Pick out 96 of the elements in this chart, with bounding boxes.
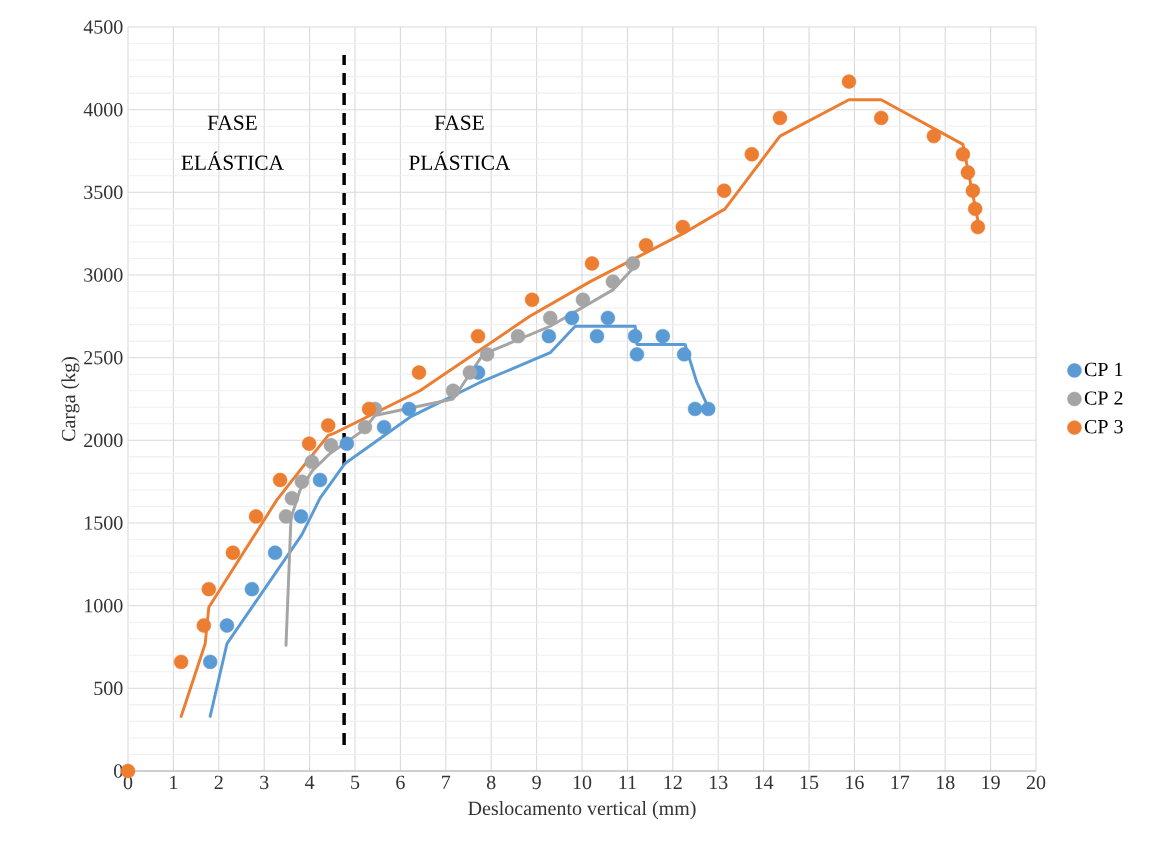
point (965, 183, 981, 198)
point (401, 401, 417, 417)
x-tick-label: 7 (442, 775, 451, 789)
point (272, 472, 288, 488)
y-tick-label: 3000 (84, 268, 123, 282)
point (411, 365, 427, 380)
point (339, 436, 355, 451)
point (605, 274, 621, 289)
point (225, 545, 241, 560)
x-tick-label: 9 (532, 775, 541, 790)
point (841, 74, 857, 89)
y-tick-label: 4500 (83, 20, 123, 34)
point (445, 383, 461, 398)
y-tick-label: 0 (114, 764, 123, 778)
point (960, 165, 976, 180)
x-tick-label: 16 (846, 775, 864, 790)
y-tick-label: 1000 (85, 598, 123, 613)
point (638, 238, 654, 253)
y-tick-label: 1500 (85, 516, 123, 530)
point (301, 436, 317, 451)
point (304, 454, 320, 470)
point (202, 654, 218, 670)
point (267, 545, 283, 560)
point (627, 328, 643, 344)
x-tick-label: 8 (486, 775, 496, 790)
point (323, 438, 339, 453)
point (376, 419, 392, 435)
point (321, 418, 336, 433)
x-axis-title: Deslocamento vertical (mm) (468, 801, 696, 820)
point (248, 509, 264, 524)
point (543, 310, 558, 326)
annotation: FASE ELÁSTICA (181, 115, 284, 170)
x-tick-label: 12 (664, 775, 682, 789)
x-tick-label: 2 (214, 775, 223, 789)
point (294, 474, 310, 489)
point (675, 219, 690, 235)
point (462, 365, 478, 380)
point (676, 347, 692, 362)
point (278, 509, 294, 524)
point (625, 256, 641, 271)
point (293, 509, 309, 524)
x-tick-label: 1 (170, 775, 178, 789)
point (701, 401, 716, 417)
point (357, 419, 373, 435)
point (524, 292, 540, 307)
point (173, 654, 189, 670)
x-tick-label: 19 (982, 775, 1000, 790)
point (772, 110, 788, 126)
point (244, 581, 260, 597)
point (873, 110, 889, 126)
point (655, 328, 671, 344)
point (589, 328, 605, 344)
x-tick-label: 17 (891, 775, 910, 789)
x-tick-label: 14 (755, 775, 774, 789)
point (564, 310, 580, 326)
point (970, 219, 986, 235)
point (201, 581, 217, 597)
point (219, 618, 235, 633)
point (575, 292, 591, 307)
point (584, 256, 600, 271)
x-tick-label: 3 (260, 775, 269, 790)
y-tick-label: 3500 (84, 185, 123, 200)
point (687, 401, 703, 417)
x-tick-label: 4 (305, 775, 315, 789)
point (541, 328, 557, 344)
point (926, 128, 942, 144)
x-tick-label: 6 (396, 775, 405, 790)
x-tick-label: 15 (800, 775, 819, 790)
point (312, 472, 328, 488)
point (196, 618, 212, 633)
point (361, 401, 377, 417)
legend-label: CP 2 (1084, 391, 1123, 405)
x-tick-label: 20 (1026, 775, 1046, 790)
y-tick-label: 4000 (83, 102, 123, 117)
y-tick-label: 2000 (84, 433, 123, 448)
legend-label: CP 3 (1084, 419, 1123, 434)
y-axis-title: Carga (kg) (61, 357, 80, 442)
point (470, 328, 486, 344)
y-tick-label: 2500 (84, 350, 123, 365)
point (479, 347, 495, 362)
point (955, 147, 971, 162)
point (629, 347, 645, 362)
point (744, 147, 759, 162)
legend-label: CP 1 (1084, 362, 1123, 377)
point (600, 310, 616, 326)
point (510, 328, 526, 344)
point (967, 201, 983, 217)
annotation: FASE PLÁSTICA (409, 115, 511, 170)
y-tick-label: 500 (94, 681, 123, 696)
x-tick-label: 13 (709, 775, 728, 790)
x-tick-label: 18 (936, 775, 955, 790)
x-tick-label: 10 (573, 775, 592, 790)
x-tick-label: 11 (619, 775, 636, 789)
point (716, 183, 732, 198)
x-tick-label: 5 (351, 775, 360, 789)
point (284, 491, 300, 506)
